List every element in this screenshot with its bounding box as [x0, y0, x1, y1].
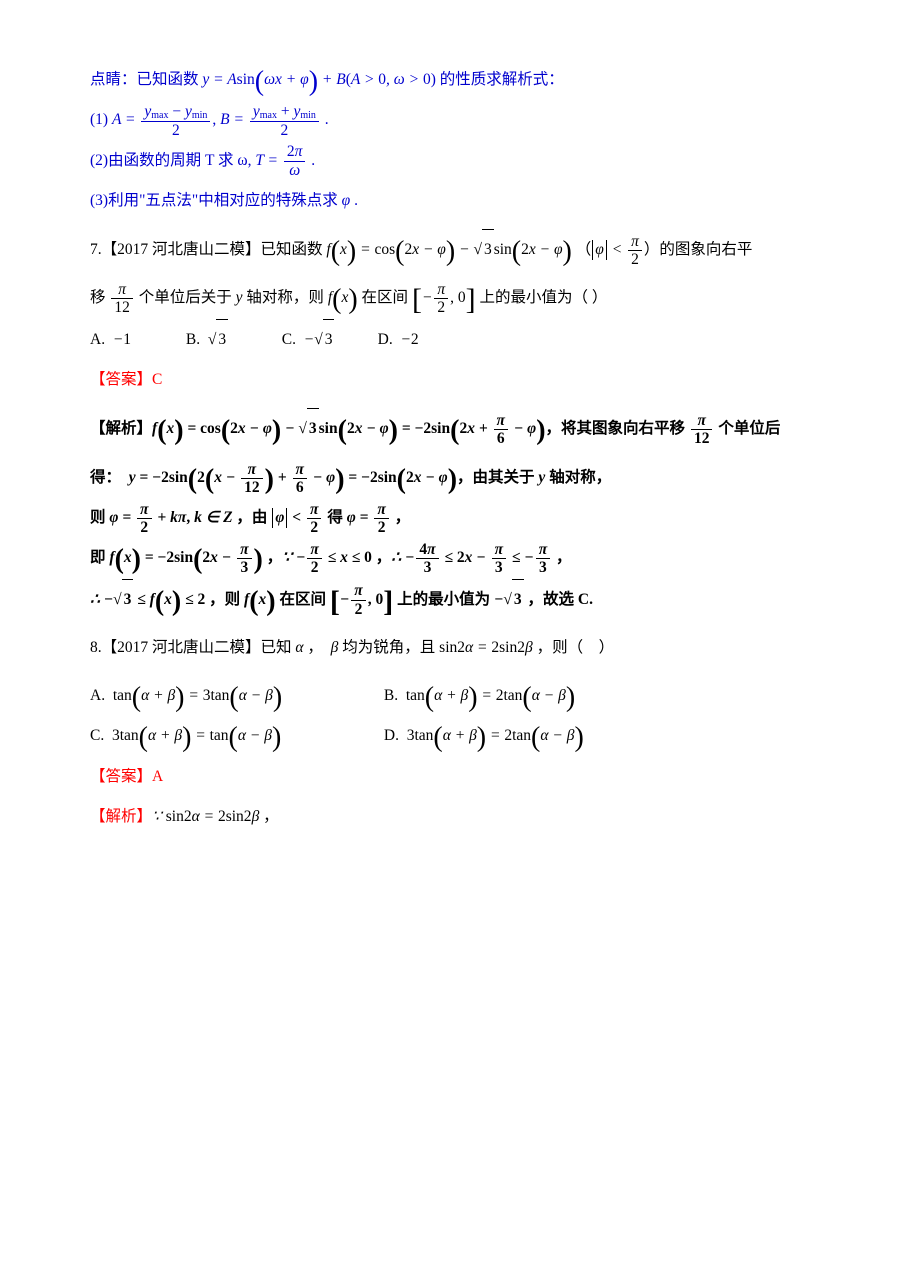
q7-tail1: 的图象向右平	[659, 241, 752, 258]
hint2-label: (2)由函数的周期 T 求 ω,	[90, 152, 255, 169]
q7-tag: 7.【2017 河北唐山二模】已知函数	[90, 241, 326, 258]
hint-item2: (2)由函数的周期 T 求 ω, T = 2πω .	[90, 141, 830, 181]
q7-optD: D. −2	[378, 320, 458, 360]
q8-options-row1: A. tan(α + β) = 3tan(α − β) B. tan(α + β…	[90, 676, 830, 716]
q7-optB: B. √3	[186, 319, 266, 360]
q7-options: A. −1 B. √3 C. −√3 D. −2	[90, 319, 830, 360]
q7-optC: C. −√3	[282, 319, 362, 360]
q7-sol-line2: 得： y = −2sin(2(x − π12) + π6 − φ) = −2si…	[90, 458, 830, 498]
q7-optA: A. −1	[90, 320, 170, 360]
q7-sol-label: 【解析】	[90, 420, 152, 437]
q7-sol-line1: 【解析】f(x) = cos(2x − φ) − √3sin(2x − φ) =…	[90, 408, 830, 449]
q8-sol-label: 【解析】	[90, 808, 152, 825]
q8-ans-val: A	[152, 768, 163, 785]
q7-answer: 【答案】C	[90, 360, 830, 400]
q7-stem-line2: 移 π12 个单位后关于 y 轴对称，则 f(x) 在区间 [−π2, 0] 上…	[90, 278, 830, 318]
q7-sl1b: ，将其图象向右平移	[546, 420, 689, 437]
q8-optD: D. 3tan(α + β) = 2tan(α − β)	[384, 727, 584, 744]
q7-sol-line4: 即 f(x) = −2sin(2x − π3) ，∵ −π2 ≤ x ≤ 0 ，…	[90, 538, 830, 578]
q7-stem-line1: 7.【2017 河北唐山二模】已知函数 f(x) = cos(2x − φ) −…	[90, 229, 830, 270]
hint-intro: 点睛：已知函数 y = Asin(ωx + φ) + B(A > 0, ω > …	[90, 60, 830, 100]
hint-item1: (1) A = ymax − ymin2, B = ymax + ymin2 .	[90, 100, 830, 140]
hint-intro-text: 点睛：已知函数	[90, 71, 202, 88]
q8-ans-label: 【答案】	[90, 768, 152, 785]
q7-sol-line3: 则 φ = π2 + kπ, k ∈ Z ，由 φ < π2 得 φ = π2 …	[90, 498, 830, 538]
hint3-text: (3)利用"五点法"中相对应的特殊点求 φ .	[90, 192, 358, 209]
q8-optC: C. 3tan(α + β) = tan(α − β)	[90, 716, 380, 756]
hint-outro-text: 的性质求解析式：	[436, 71, 564, 88]
q8-stem: 8.【2017 河北唐山二模】已知 α ， β 均为锐角，且 sin2α = 2…	[90, 628, 830, 668]
q7-ans-label: 【答案】	[90, 371, 152, 388]
q7-l2a: 移	[90, 289, 109, 306]
q8-optB: B. tan(α + β) = 2tan(α − β)	[384, 687, 575, 704]
q8-sol-line1: 【解析】∵ sin2α = 2sin2β ，	[90, 797, 830, 837]
hint-item3: (3)利用"五点法"中相对应的特殊点求 φ .	[90, 181, 830, 221]
q7-ans-val: C	[152, 371, 162, 388]
hint1-label: (1)	[90, 111, 112, 128]
q8-options-row2: C. 3tan(α + β) = tan(α − β) D. 3tan(α + …	[90, 716, 830, 756]
q8-optA: A. tan(α + β) = 3tan(α − β)	[90, 676, 380, 716]
q8-answer: 【答案】A	[90, 757, 830, 797]
q7-l2c: 上的最小值为（ ）	[476, 289, 608, 306]
q7-sol-line5: ∴ −√3 ≤ f(x) ≤ 2 ，则 f(x) 在区间 [−π2, 0] 上的…	[90, 579, 830, 620]
